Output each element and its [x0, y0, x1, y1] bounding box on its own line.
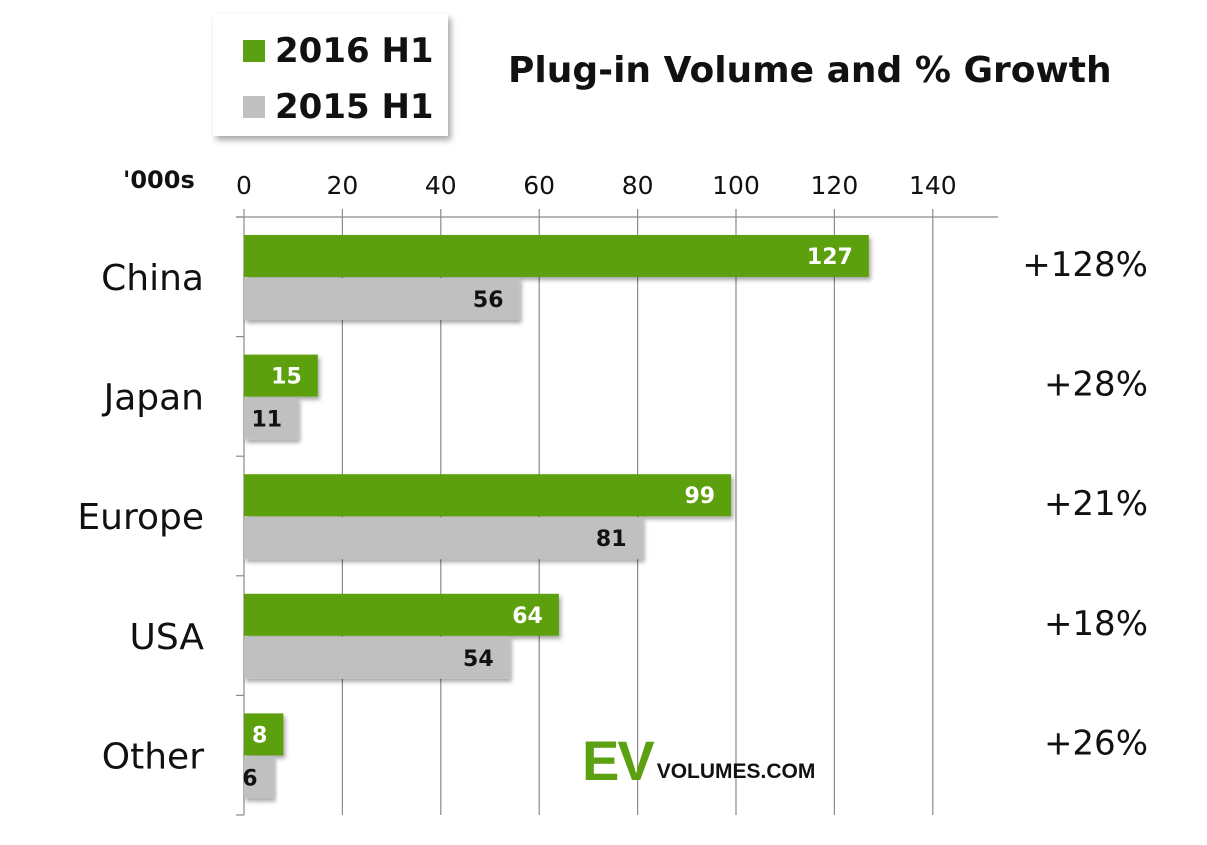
legend-label-2016: 2016 H1	[275, 31, 434, 71]
category-label: USA	[130, 617, 205, 658]
x-tick-label: 120	[811, 171, 859, 200]
chart-title: Plug-in Volume and % Growth	[508, 50, 1112, 91]
x-tick-label: 0	[236, 171, 252, 200]
growth-label: +128%	[1022, 245, 1148, 285]
bar-2015	[244, 517, 643, 560]
growth-label: +18%	[1044, 604, 1148, 644]
data-label-2016: 127	[807, 245, 853, 270]
growth-label: +28%	[1044, 365, 1148, 405]
legend-item-2016: 2016 H1	[243, 31, 434, 71]
x-tick-label: 40	[425, 171, 457, 200]
data-label-2016: 99	[684, 484, 715, 509]
category-label: China	[101, 258, 204, 299]
legend-item-2015: 2015 H1	[243, 87, 434, 127]
x-tick-label: 60	[523, 171, 555, 200]
bar-2016	[244, 593, 559, 636]
logo-domain-text: VOLUMES.COM	[656, 760, 816, 783]
legend: 2016 H1 2015 H1	[213, 14, 448, 136]
category-label: Europe	[77, 497, 204, 538]
category-label: Japan	[102, 378, 204, 419]
bar-2015	[244, 756, 274, 799]
bar-2016	[244, 713, 284, 756]
data-label-2016: 15	[271, 365, 302, 390]
x-tick-label: 80	[622, 171, 654, 200]
x-tick-label: 140	[909, 171, 957, 200]
logo-ev-text: EV	[582, 729, 655, 792]
x-tick-label: 20	[326, 171, 358, 200]
category-label: Other	[102, 736, 204, 777]
data-label-2016: 64	[512, 604, 543, 629]
legend-label-2015: 2015 H1	[275, 87, 434, 127]
data-label-2015: 11	[251, 408, 282, 433]
data-label-2015: 56	[473, 288, 504, 313]
data-label-2016: 8	[252, 723, 267, 748]
evvolumes-logo: EV VOLUMES.COM	[582, 729, 816, 792]
growth-label: +26%	[1044, 723, 1148, 763]
data-label-2015: 6	[242, 766, 257, 791]
bar-2015	[244, 278, 520, 320]
data-label-2015: 81	[596, 527, 627, 552]
x-tick-label: 100	[712, 171, 760, 200]
bar-2016	[244, 354, 318, 397]
growth-label: +21%	[1044, 484, 1148, 524]
data-label-2015: 54	[463, 647, 494, 672]
legend-swatch-2016	[243, 40, 265, 62]
bar-2015	[244, 636, 510, 679]
bar-2015	[244, 397, 299, 440]
bar-2016	[244, 235, 869, 277]
bar-2016	[244, 474, 732, 517]
unit-label: '000s	[123, 166, 195, 194]
legend-swatch-2015	[243, 96, 265, 118]
